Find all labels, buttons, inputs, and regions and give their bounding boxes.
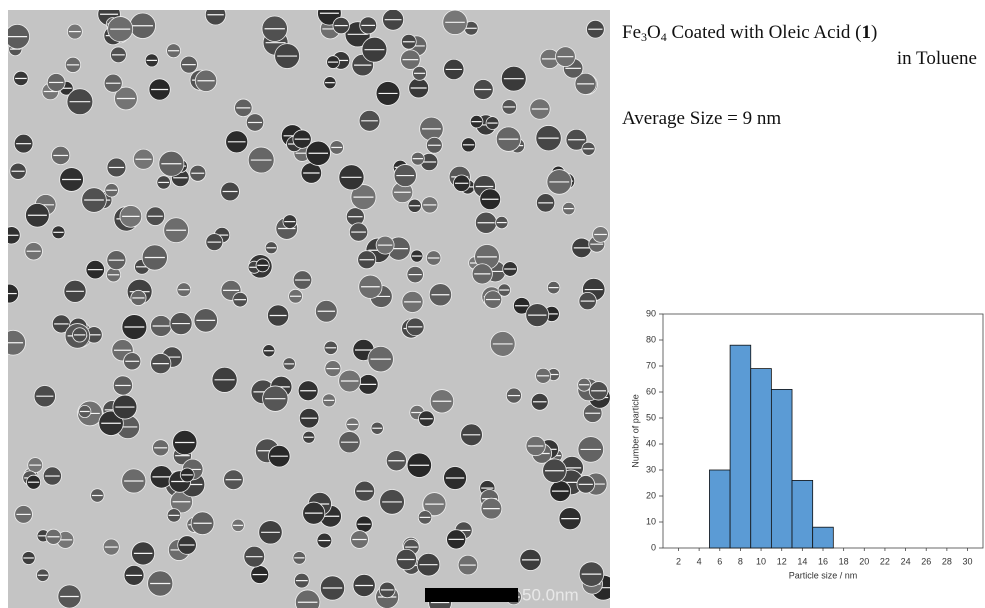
y-tick-label: 70	[646, 360, 656, 370]
x-tick-label: 22	[880, 556, 890, 566]
y-tick-label: 40	[646, 438, 656, 448]
y-axis-label: Number of particle	[630, 394, 640, 468]
bar	[812, 526, 834, 549]
caption-line1: Fe3O4 Coated with Oleic Acid (1)	[622, 22, 877, 45]
compound-ref: 1	[861, 22, 871, 43]
x-tick-label: 2	[676, 556, 681, 566]
bar	[729, 344, 752, 549]
caption-text: )	[870, 22, 878, 43]
bar	[709, 469, 731, 549]
x-tick-label: 4	[697, 556, 702, 566]
x-tick-label: 20	[859, 556, 869, 566]
caption-line2: in Toluene	[896, 48, 977, 69]
subscript: 4	[660, 30, 667, 44]
x-tick-label: 12	[777, 556, 787, 566]
y-tick-label: 20	[646, 490, 656, 500]
y-tick-label: 60	[646, 386, 656, 396]
x-axis-label: Particle size / nm	[789, 570, 858, 580]
x-tick-label: 28	[942, 556, 952, 566]
bar	[770, 388, 793, 549]
y-tick-label: 10	[646, 516, 656, 526]
bar	[750, 368, 772, 549]
x-tick-label: 10	[756, 556, 766, 566]
x-tick-label: 16	[818, 556, 828, 566]
y-tick-label: 0	[651, 542, 656, 552]
formula: Fe	[622, 22, 641, 43]
y-tick-label: 50	[646, 412, 656, 422]
y-tick-label: 30	[646, 464, 656, 474]
x-tick-label: 26	[921, 556, 931, 566]
particles	[8, 10, 610, 608]
particle	[294, 589, 321, 608]
x-tick-label: 6	[717, 556, 722, 566]
x-tick-label: 14	[797, 556, 807, 566]
scale-label: 50.0nm	[522, 585, 579, 604]
subscript: 3	[641, 30, 647, 44]
bar	[791, 479, 814, 549]
y-tick-label: 80	[646, 334, 656, 344]
x-tick-label: 18	[839, 556, 849, 566]
formula: O	[647, 22, 661, 43]
scale-bar	[425, 588, 518, 602]
x-tick-label: 8	[738, 556, 743, 566]
particle	[204, 10, 227, 26]
x-tick-label: 30	[963, 556, 973, 566]
y-tick-label: 90	[646, 308, 656, 318]
x-tick-label: 24	[901, 556, 911, 566]
caption-text: Coated with Oleic Acid (	[666, 22, 862, 43]
average-size: Average Size = 9 nm	[622, 108, 782, 129]
